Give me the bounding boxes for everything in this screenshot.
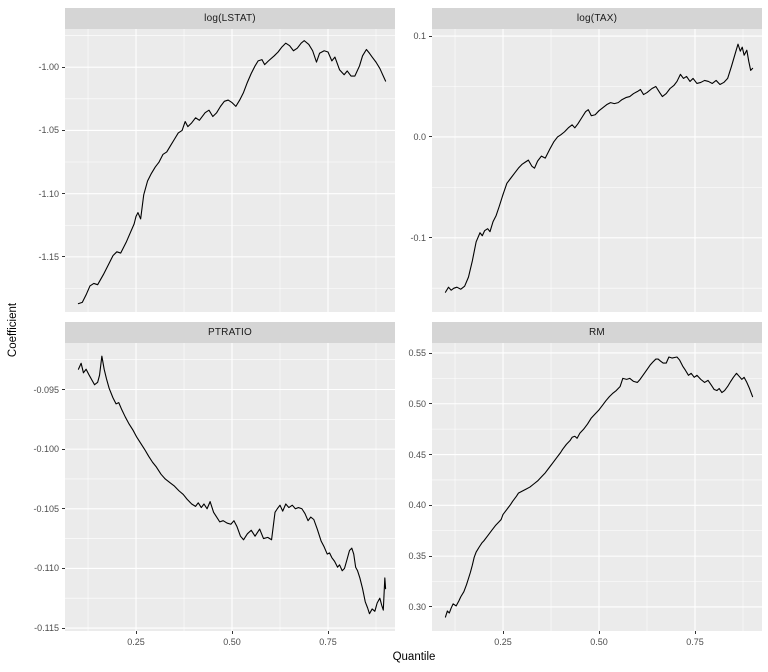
facet-panel-rm — [432, 343, 762, 631]
x-tick-label: 0.25 — [494, 637, 512, 647]
y-tick-label: -0.1 — [410, 232, 426, 243]
y-tick-label: -1.00 — [38, 62, 59, 73]
x-tick-label: 0.75 — [319, 637, 337, 647]
y-tick-mark — [429, 352, 432, 354]
y-tick-label: 0.35 — [408, 551, 426, 562]
y-tick-label: -0.105 — [33, 503, 59, 514]
x-tick-mark — [135, 631, 137, 634]
x-tick-mark — [327, 631, 329, 634]
y-tick-label: -0.100 — [33, 444, 59, 455]
x-tick-mark — [598, 631, 600, 634]
y-tick-label: 0.50 — [408, 398, 426, 409]
y-tick-label: -1.15 — [38, 251, 59, 262]
y-tick-label: 0.55 — [408, 348, 426, 358]
y-tick-label: 0.40 — [408, 500, 426, 511]
y-tick-mark — [62, 627, 65, 629]
y-tick-mark — [62, 66, 65, 68]
y-tick-mark — [62, 508, 65, 510]
y-tick-mark — [429, 504, 432, 506]
y-tick-mark — [62, 448, 65, 450]
y-tick-label: 0.45 — [408, 449, 426, 460]
y-tick-mark — [62, 567, 65, 569]
y-tick-label: -0.095 — [33, 384, 59, 395]
y-axis-title: Coefficient — [7, 302, 19, 358]
x-tick-label: 0.50 — [223, 637, 241, 647]
y-tick-mark — [429, 237, 432, 239]
y-tick-mark — [62, 389, 65, 390]
x-tick-mark — [502, 631, 504, 634]
x-tick-label: 0.75 — [686, 637, 704, 647]
y-tick-mark — [62, 193, 65, 195]
x-tick-label: 0.25 — [127, 637, 145, 647]
x-tick-mark — [231, 631, 233, 634]
x-axis-title: Quantile — [392, 651, 436, 663]
y-tick-mark — [429, 454, 432, 455]
y-tick-mark — [429, 555, 432, 557]
facet-strip-log-lstat: log(LSTAT) — [65, 8, 395, 29]
y-tick-mark — [62, 256, 65, 258]
series-line-rm — [444, 356, 754, 618]
facet-strip-title: RM — [589, 327, 605, 338]
facet-strip-title: PTRATIO — [208, 327, 252, 338]
series-line-log-tax- — [444, 43, 754, 293]
y-tick-label: -0.115 — [34, 623, 59, 633]
y-tick-label: -1.05 — [38, 125, 59, 136]
y-tick-label: 0.0 — [413, 131, 426, 142]
y-tick-mark — [429, 403, 432, 405]
facet-strip-rm: RM — [432, 322, 762, 343]
y-tick-label: 0.30 — [408, 601, 426, 612]
y-tick-label: -1.10 — [38, 188, 59, 199]
series-line-ptratio — [77, 355, 387, 615]
y-tick-mark — [429, 35, 432, 37]
x-tick-label: 0.50 — [590, 637, 608, 647]
facet-strip-title: log(TAX) — [576, 13, 618, 24]
y-tick-mark — [429, 136, 432, 138]
y-tick-mark — [429, 606, 432, 608]
facet-strip-ptratio: PTRATIO — [65, 322, 395, 343]
y-tick-mark — [62, 129, 65, 131]
facet-panel-log-tax — [432, 29, 762, 312]
y-tick-label: 0.1 — [413, 31, 426, 42]
series-line-log-lstat- — [77, 40, 387, 305]
facet-panel-log-lstat — [65, 29, 395, 312]
x-tick-mark — [694, 631, 696, 634]
facet-strip-title: log(LSTAT) — [204, 13, 256, 24]
facet-strip-log-tax: log(TAX) — [432, 8, 762, 29]
y-tick-label: -0.110 — [34, 563, 59, 574]
facet-panel-ptratio — [65, 343, 395, 631]
